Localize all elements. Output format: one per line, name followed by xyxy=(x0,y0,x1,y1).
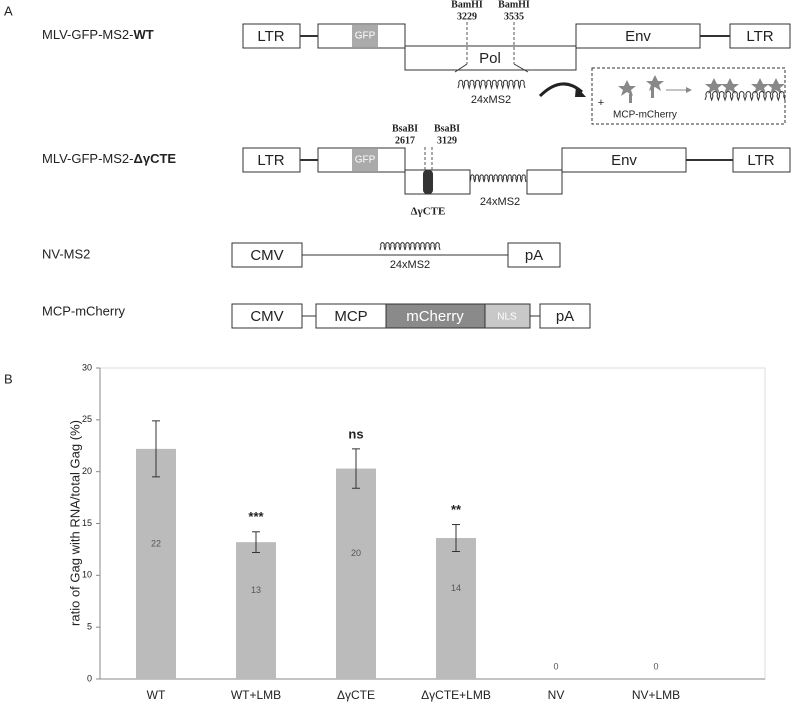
mcp-icons xyxy=(618,75,785,103)
pa-box xyxy=(539,303,591,329)
enzyme: BamHI xyxy=(498,0,530,10)
bar xyxy=(136,448,176,679)
element-label: Pol xyxy=(479,50,501,67)
construct-name: MLV-GFP-MS2-ΔγCTE xyxy=(42,151,176,166)
element-label: CMV xyxy=(250,247,283,264)
ms2-loops xyxy=(704,91,786,102)
nls-box xyxy=(484,303,531,329)
element-label: LTR xyxy=(257,152,284,169)
y-tick-label: 15 xyxy=(82,518,92,528)
bar xyxy=(436,538,476,679)
pa-box xyxy=(507,242,561,268)
significance-label: ns xyxy=(348,426,363,441)
x-tick-label: WT xyxy=(147,688,166,702)
bar xyxy=(236,542,276,679)
y-tick-label: 30 xyxy=(82,362,92,372)
position: 2617 xyxy=(395,135,415,146)
name-bold: WT xyxy=(134,27,154,42)
name: MLV-GFP-MS2- xyxy=(42,151,134,166)
gfp-box xyxy=(352,149,378,171)
pol-box xyxy=(526,169,563,195)
enzyme: BamHI xyxy=(451,0,483,10)
env-box xyxy=(575,23,701,49)
x-tick-label: ΔγCTE xyxy=(337,688,375,702)
inset-box xyxy=(591,67,786,125)
plus-sign: + xyxy=(598,97,604,109)
element-label: LTR xyxy=(746,28,773,45)
significance-label: ** xyxy=(451,502,462,517)
pol-box xyxy=(404,45,577,71)
value-label: 0 xyxy=(653,661,658,671)
position: 3229 xyxy=(457,11,477,22)
element-label: NLS xyxy=(497,312,517,323)
construct-name: NV-MS2 xyxy=(42,246,90,261)
y-tick-label: 5 xyxy=(87,622,92,632)
value-label: 13 xyxy=(251,585,261,595)
x-tick-label: WT+LMB xyxy=(231,688,281,702)
element-label: CMV xyxy=(250,308,283,325)
ltr-box xyxy=(242,23,301,49)
name: MLV-GFP-MS2- xyxy=(42,27,134,42)
construct-name: MCP-mCherry xyxy=(42,303,126,318)
ltr-box xyxy=(729,23,791,49)
enzyme: BsaBI xyxy=(434,123,460,134)
cmv-box xyxy=(231,242,303,268)
ms2-loops xyxy=(457,79,526,90)
element-label: LTR xyxy=(257,28,284,45)
deletion-label: ΔγCTE xyxy=(411,206,446,218)
construct-name: MLV-GFP-MS2-WT xyxy=(42,27,154,42)
value-label: 22 xyxy=(151,538,161,548)
ltr-box xyxy=(242,147,301,173)
element-label: Env xyxy=(625,28,651,45)
inset-arrow-head xyxy=(686,87,692,93)
element-label: LTR xyxy=(747,152,774,169)
repeat-label: 24xMS2 xyxy=(471,94,511,106)
pol-box xyxy=(404,169,471,195)
name-bold: ΔγCTE xyxy=(134,151,177,166)
element-label: Env xyxy=(611,152,637,169)
element-label: pA xyxy=(525,247,543,264)
element-label: GFP xyxy=(355,31,376,42)
y-tick-label: 25 xyxy=(82,414,92,424)
ltr-box xyxy=(732,147,791,173)
position: 3129 xyxy=(437,135,457,146)
connector xyxy=(454,63,468,73)
element-label: MCP xyxy=(334,308,367,325)
panel-label: B xyxy=(4,371,13,386)
value-label: 20 xyxy=(351,548,361,558)
ms2-loops xyxy=(469,174,527,183)
plot-frame xyxy=(99,367,766,680)
element-label: pA xyxy=(556,308,574,325)
value-label: 14 xyxy=(451,583,461,593)
bar xyxy=(336,468,376,679)
element-label: GFP xyxy=(355,155,376,166)
y-tick-label: 0 xyxy=(87,673,92,683)
position: 3535 xyxy=(504,11,524,22)
ms2-loops xyxy=(379,242,441,251)
value-label: 0 xyxy=(553,661,558,671)
env-box xyxy=(561,147,687,173)
gfp-box xyxy=(352,25,378,47)
repeat-label: 24xMS2 xyxy=(390,259,430,271)
inset-label: MCP-mCherry xyxy=(613,110,677,121)
panel-label: A xyxy=(4,3,13,18)
deletion-mark xyxy=(423,170,433,194)
significance-label: *** xyxy=(248,509,264,524)
x-tick-label: ΔγCTE+LMB xyxy=(421,688,491,702)
mcherry-box xyxy=(385,303,486,329)
x-tick-label: NV+LMB xyxy=(632,688,680,702)
repeat-label: 24xMS2 xyxy=(480,196,520,208)
element-label: mCherry xyxy=(406,308,464,325)
y-axis-label: ratio of Gag with RNA/total Gag (%) xyxy=(67,420,82,626)
y-tick-label: 10 xyxy=(82,570,92,580)
connector xyxy=(513,63,529,73)
x-tick-label: NV xyxy=(548,688,565,702)
cmv-box xyxy=(231,303,303,329)
enzyme: BsaBI xyxy=(392,123,418,134)
arrow-head xyxy=(575,86,586,97)
y-tick-label: 20 xyxy=(82,466,92,476)
